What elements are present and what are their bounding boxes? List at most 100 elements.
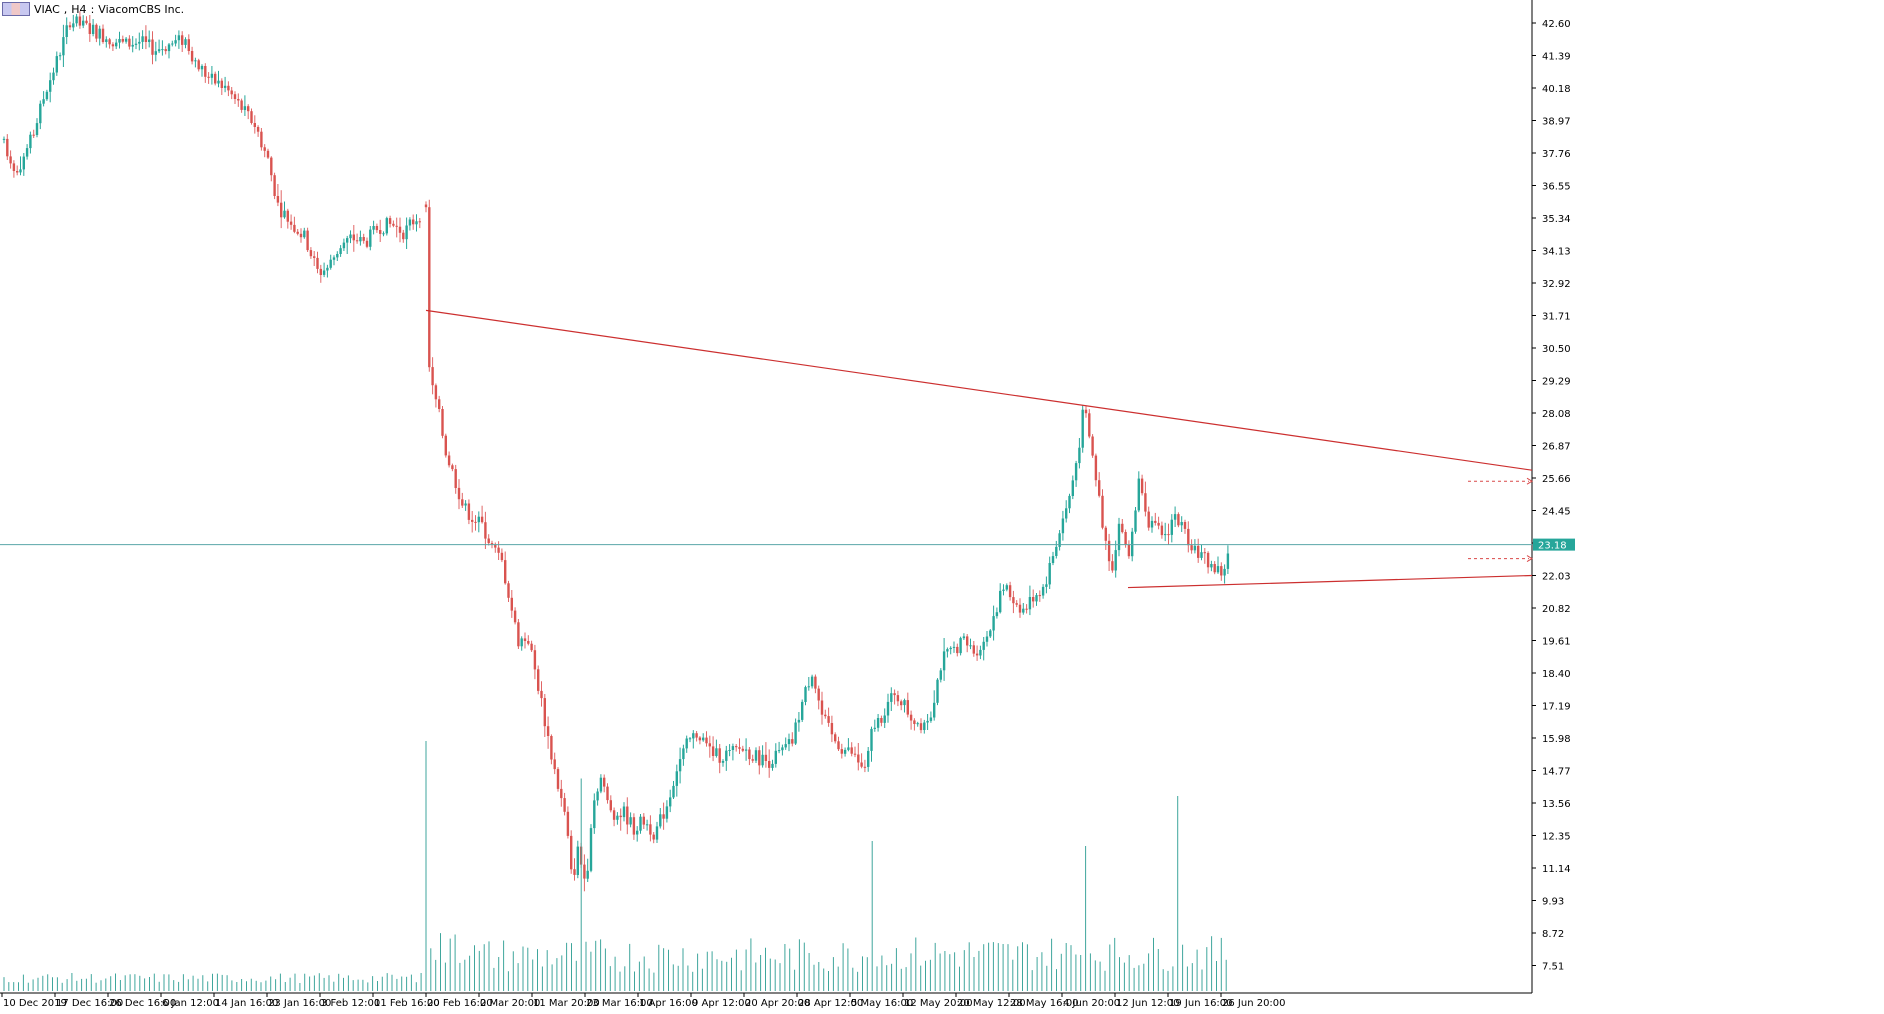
bear-candle (1025, 608, 1028, 610)
bull-candle (118, 39, 121, 43)
bull-candle (1065, 508, 1068, 519)
bear-candle (612, 810, 616, 820)
bear-candle (573, 869, 576, 875)
bull-candle (405, 225, 408, 240)
bull-candle (141, 36, 144, 42)
bull-candle (589, 828, 593, 871)
bull-candle (520, 638, 523, 647)
bear-candle (187, 39, 190, 51)
time-tick-label: 20 Apr 20:00 (745, 998, 810, 1009)
bear-candle (128, 38, 131, 47)
bear-candle (280, 202, 283, 218)
bear-candle (256, 127, 260, 132)
bear-candle (705, 737, 708, 744)
price-tick-label: 13.56 (1542, 799, 1571, 810)
bear-candle (78, 16, 82, 26)
bear-candle (316, 257, 319, 269)
bear-candle (233, 94, 237, 99)
price-tick-label: 35.34 (1542, 214, 1571, 225)
bull-candle (926, 720, 929, 723)
bull-candle (936, 679, 939, 703)
bull-candle (382, 233, 385, 235)
bear-candle (428, 207, 431, 368)
bear-candle (695, 733, 698, 738)
bear-candle (830, 723, 834, 735)
bull-candle (870, 728, 873, 751)
bear-candle (909, 714, 913, 721)
chart-window-icon (2, 2, 30, 16)
bear-candle (527, 641, 530, 644)
bear-candle (181, 35, 184, 45)
bear-candle (857, 754, 860, 763)
bear-candle (1220, 566, 1223, 576)
bull-candle (593, 800, 596, 829)
bear-candle (1127, 544, 1131, 557)
timeframe-label: H4 (71, 2, 87, 16)
bear-candle (510, 597, 513, 611)
price-tick-label: 15.98 (1542, 734, 1571, 745)
bull-candle (1058, 533, 1061, 547)
time-tick-label: 12 Jun 12:00 (1116, 998, 1180, 1009)
bull-candle (82, 20, 85, 26)
bull-candle (959, 638, 962, 654)
bear-candle (1121, 523, 1124, 533)
bull-candle (843, 749, 847, 754)
bear-candle (817, 688, 820, 701)
bear-candle (207, 76, 210, 78)
bear-candle (108, 39, 111, 45)
bull-candle (774, 750, 777, 764)
bear-candle (286, 210, 289, 222)
bull-candle (346, 238, 349, 243)
bear-candle (1213, 564, 1216, 573)
bull-candle (754, 750, 758, 761)
bull-candle (675, 771, 678, 786)
bull-candle (847, 747, 850, 750)
bull-candle (771, 763, 774, 768)
bull-candle (372, 226, 375, 230)
bear-candle (1008, 585, 1012, 598)
bull-candle (761, 754, 764, 766)
bull-candle (157, 49, 161, 52)
bear-candle (507, 583, 510, 598)
bear-candle (748, 749, 751, 760)
bull-candle (134, 43, 138, 45)
bull-candle (1210, 564, 1213, 568)
bull-candle (1068, 495, 1071, 509)
bear-candle (306, 230, 309, 251)
price-tick-label: 17.19 (1542, 702, 1571, 713)
bear-candle (418, 221, 421, 223)
bear-candle (497, 547, 500, 553)
bear-candle (85, 20, 88, 24)
bull-candle (200, 66, 204, 70)
bear-candle (530, 643, 533, 651)
bull-candle (678, 759, 682, 772)
bull-candle (596, 791, 599, 801)
bear-candle (1203, 552, 1206, 554)
bull-candle (744, 749, 748, 751)
bull-candle (599, 777, 603, 792)
bear-candle (273, 175, 276, 196)
bear-candle (260, 131, 263, 148)
bull-candle (22, 156, 25, 170)
bull-candle (25, 148, 29, 157)
bear-candle (467, 503, 471, 520)
bear-candle (1183, 522, 1187, 529)
price-tick-label: 19.61 (1542, 637, 1571, 648)
bull-candle (1223, 568, 1226, 576)
bear-candle (12, 163, 16, 171)
bull-candle (359, 237, 362, 242)
time-tick-label: 11 Mar 20:00 (533, 998, 600, 1009)
bear-candle (451, 465, 454, 470)
bear-candle (1160, 525, 1164, 536)
bull-candle (131, 44, 134, 47)
bear-candle (144, 36, 148, 42)
bear-candle (1140, 478, 1144, 494)
bear-candle (1187, 528, 1190, 546)
bear-candle (431, 367, 434, 386)
instrument-description: ViacomCBS Inc. (98, 2, 185, 16)
bull-candle (194, 60, 197, 62)
bull-candle (1200, 552, 1203, 558)
bull-candle (797, 719, 801, 723)
